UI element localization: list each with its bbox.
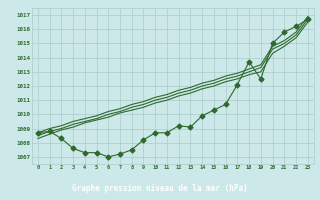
- Text: Graphe pression niveau de la mer (hPa): Graphe pression niveau de la mer (hPa): [72, 184, 248, 193]
